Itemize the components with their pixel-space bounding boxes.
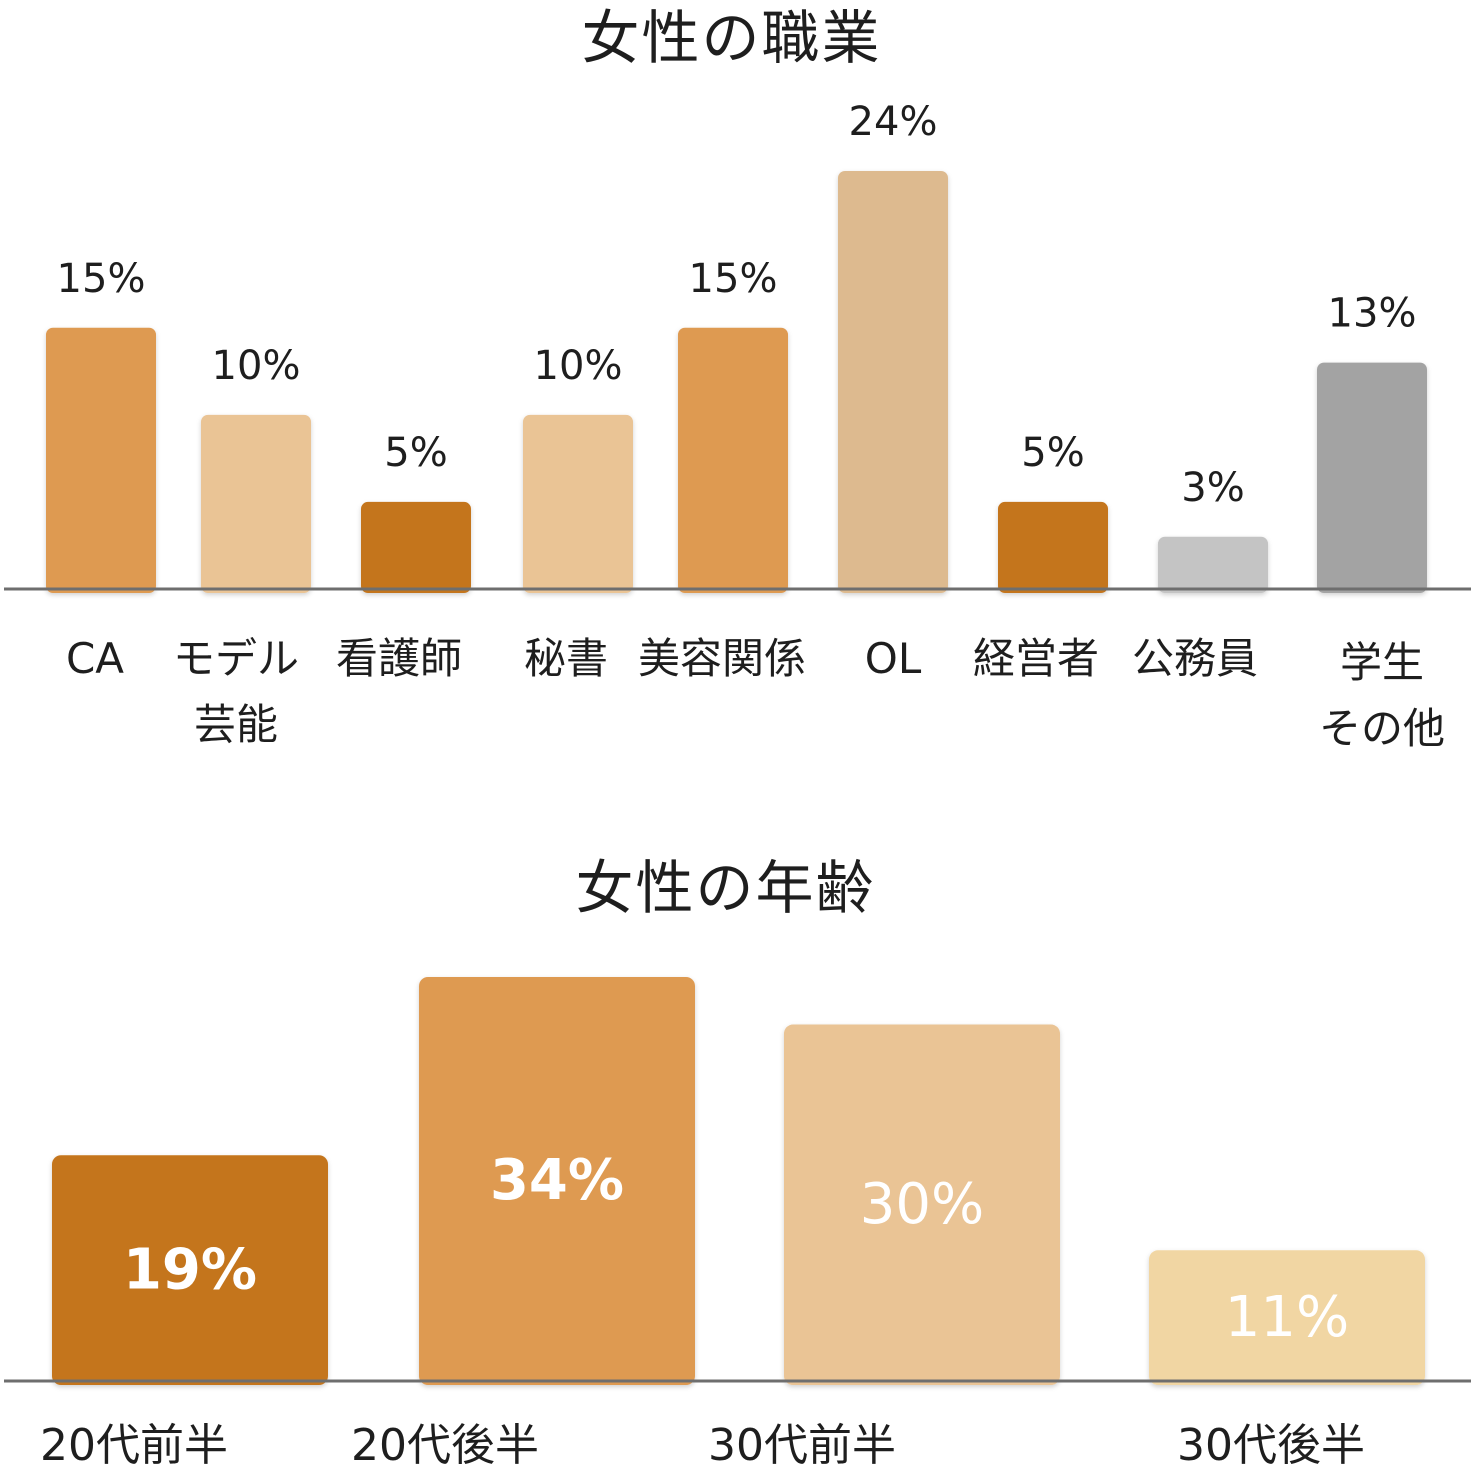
bar-4 bbox=[678, 327, 788, 593]
bar-0 bbox=[52, 1155, 328, 1385]
category-label: 秘書 bbox=[523, 634, 608, 683]
data-label: 19% bbox=[123, 1237, 257, 1302]
bar-3 bbox=[1149, 1250, 1425, 1385]
data-label: 15% bbox=[57, 256, 146, 302]
category-label: 20代後半 bbox=[351, 1420, 539, 1471]
bar-3 bbox=[523, 414, 633, 593]
category-label: 看護師 bbox=[335, 634, 462, 683]
data-label: 13% bbox=[1328, 291, 1417, 337]
category-label: 経営者 bbox=[972, 634, 1099, 683]
bar-2 bbox=[784, 1024, 1060, 1385]
data-label: 34% bbox=[490, 1148, 624, 1213]
occupation-plot: 15% 10% 5% 10% 15% 24% 5% 3% 13% bbox=[4, 99, 1471, 593]
bar-1 bbox=[201, 414, 311, 593]
data-label: 10% bbox=[534, 343, 623, 389]
data-label: 15% bbox=[689, 256, 778, 302]
age-plot: 19% 34% 30% 11% bbox=[4, 977, 1471, 1385]
bar-6 bbox=[998, 501, 1108, 593]
data-label: 30% bbox=[860, 1172, 984, 1237]
category-label: 30代前半 bbox=[708, 1420, 896, 1471]
category-label: CA bbox=[65, 634, 125, 683]
chart-title: 女性の職業 bbox=[581, 4, 882, 72]
occupation-chart: 女性の職業 15% 10% 5% 10% 15% 24% 5% 3% 13% CA モデル 芸能看… bbox=[4, 4, 1471, 753]
category-label: 20代前半 bbox=[40, 1420, 228, 1471]
category-label: 公務員 bbox=[1131, 634, 1258, 683]
data-label: 5% bbox=[1021, 430, 1084, 476]
data-label: 3% bbox=[1181, 465, 1244, 511]
category-label: モデル 芸能 bbox=[172, 634, 299, 749]
category-label: 30代後半 bbox=[1177, 1420, 1365, 1471]
bar-8 bbox=[1317, 362, 1427, 593]
bar-5 bbox=[838, 171, 948, 593]
data-label: 11% bbox=[1225, 1285, 1349, 1350]
data-label: 5% bbox=[384, 430, 447, 476]
bar-0 bbox=[46, 327, 156, 593]
category-label: OL bbox=[864, 634, 922, 683]
bar-7 bbox=[1158, 536, 1268, 593]
data-label: 24% bbox=[849, 99, 938, 145]
category-label: 美容関係 bbox=[637, 634, 806, 683]
bar-2 bbox=[361, 501, 471, 593]
age-chart: 女性の年齢 19% 34% 30% 11% 20代前半 20代後半 30代前半 30代後半 bbox=[0, 830, 1471, 1479]
bar-1 bbox=[419, 977, 695, 1385]
chart-title: 女性の年齢 bbox=[575, 854, 876, 922]
data-label: 10% bbox=[212, 343, 301, 389]
category-label: 学生 その他 bbox=[1318, 638, 1445, 753]
